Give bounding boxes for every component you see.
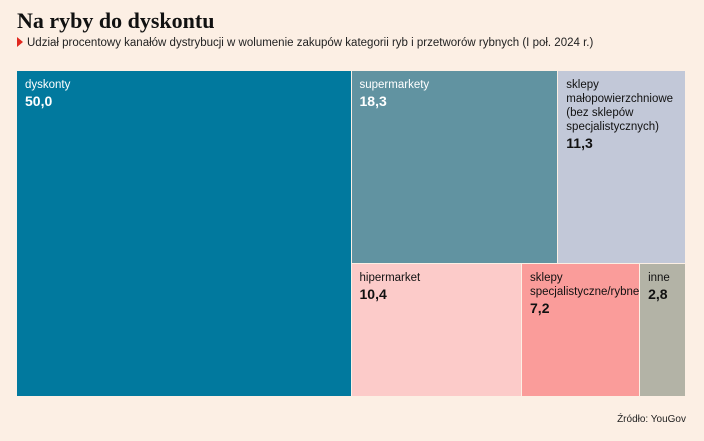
cell-label: supermarkety 18,3 <box>360 78 552 108</box>
value-label: 7,2 <box>530 299 550 316</box>
source: Źródło: YouGov <box>617 414 686 425</box>
treemap: dyskonty 50,0 supermarkety 18,3 sklepy małop… <box>17 71 686 397</box>
subtitle: Udział procentowy kanałów dystrybucji w … <box>17 37 593 49</box>
chart-title: Na ryby do dyskontu <box>17 8 215 33</box>
category-label: inne <box>648 271 670 284</box>
value-label: 2,8 <box>648 285 668 302</box>
treemap-cell: hipermarket 10,4 <box>351 263 523 397</box>
cell-label: sklepy specjalistyczne/rybne 7,2 <box>530 271 639 316</box>
value-label: 10,4 <box>359 285 387 302</box>
category-label: supermarkety <box>359 79 430 91</box>
treemap-cell: sklepy małopowierzchniowe (bez sklepów s… <box>558 71 686 264</box>
cell-label: inne 2,8 <box>648 271 679 301</box>
marker <box>17 37 23 47</box>
value-label: 18,3 <box>359 93 387 109</box>
value-label: 50,0 <box>25 93 53 109</box>
treemap-cell: supermarkety 18,3 <box>351 71 559 264</box>
category-label: sklepy specjalistyczne/rybne <box>530 271 640 298</box>
cell-label: sklepy małopowierzchniowe (bez sklepów s… <box>566 78 679 150</box>
treemap-cell: sklepy specjalistyczne/rybne 7,2 <box>522 263 641 397</box>
category-label: sklepy małopowierzchniowe (bez sklepów s… <box>566 79 674 133</box>
cell-label: dyskonty 50,0 <box>25 78 345 108</box>
treemap-cell: inne 2,8 <box>640 263 686 397</box>
cell-label: hipermarket 10,4 <box>360 271 516 301</box>
subtitle-text: Udział procentowy kanałów dystrybucji w … <box>27 37 594 49</box>
treemap-cell: dyskonty 50,0 <box>17 71 352 397</box>
category-label: hipermarket <box>359 271 421 284</box>
value-label: 11,3 <box>566 135 593 151</box>
category-label: dyskonty <box>25 79 71 91</box>
